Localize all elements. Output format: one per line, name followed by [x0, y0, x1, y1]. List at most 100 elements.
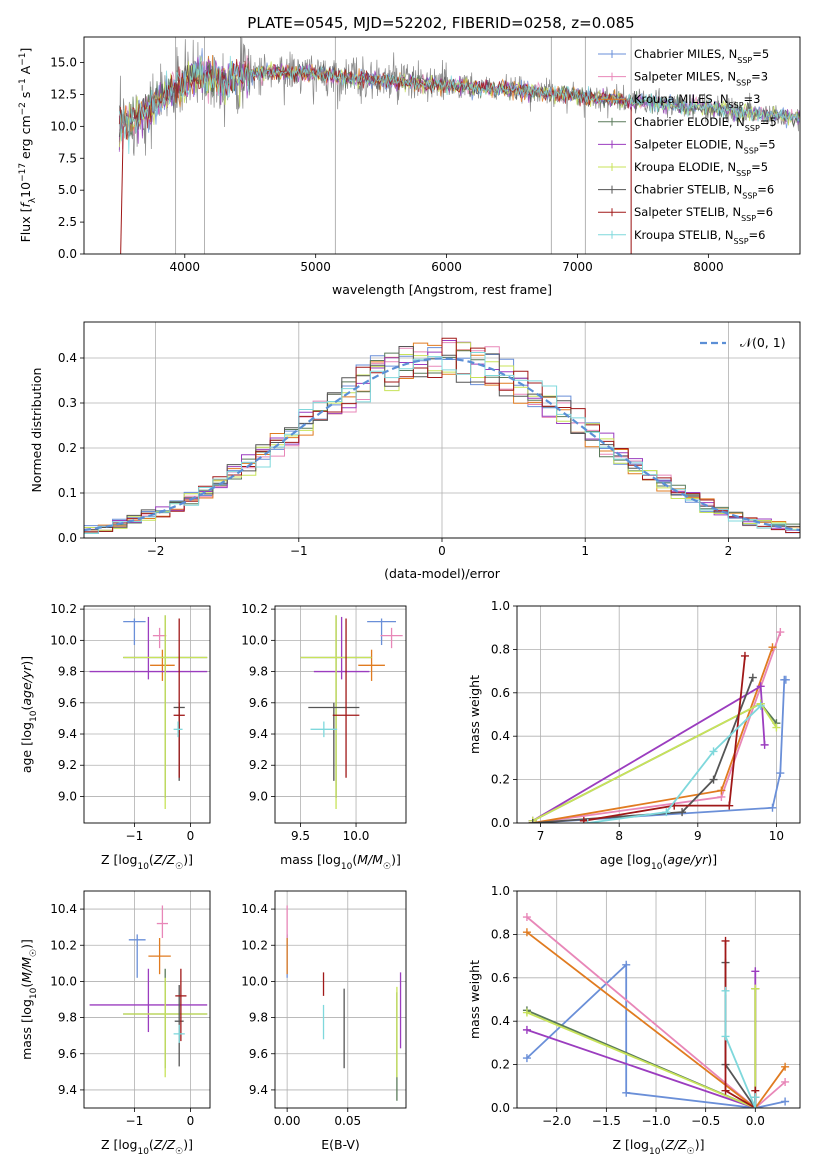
y-tick-label: 0.6 [491, 686, 510, 700]
errorbar-point [300, 615, 372, 809]
mass-weight-line [526, 988, 757, 1108]
mass-weight-marker [781, 1097, 790, 1106]
legend-label-part: =5 [752, 47, 769, 61]
label-part: λ [28, 197, 38, 203]
y-tick-label: 0.3 [58, 396, 77, 410]
legend-label-part: =6 [756, 205, 773, 219]
y-tick-label: 9.6 [249, 696, 268, 710]
mass-weight-marker [522, 928, 531, 937]
errorbar-point [313, 616, 370, 680]
y-tick-label: 0.4 [491, 729, 510, 743]
figure-title: PLATE=0545, MJD=52202, FIBERID=0258, z=0… [247, 14, 634, 32]
legend-label: Kroupa ELODIE, NSSP=5 [634, 160, 768, 178]
mass-weight-line [526, 931, 786, 1108]
axes-frame [83, 321, 801, 539]
y-tick-label: 2.5 [58, 215, 77, 229]
label-part: mass weight [467, 675, 482, 754]
errorbar-point [173, 721, 183, 738]
label-part: ( [660, 1137, 665, 1152]
x-tick-label: 0.00 [274, 1114, 301, 1128]
y-tick-label: 9.6 [58, 696, 77, 710]
x-axis-label: (data-model)/error [384, 566, 501, 581]
label-part: s [18, 92, 33, 103]
legend-label: Salpeter ELODIE, NSSP=5 [634, 137, 776, 155]
mass-weight-marker [768, 643, 777, 652]
label-part: 10 [18, 182, 33, 198]
label-part: )] [707, 852, 717, 867]
y-tick-label: 0.1 [58, 486, 77, 500]
x-tick-label: 1 [581, 544, 589, 558]
x-tick-label: −1 [126, 1114, 144, 1128]
errorbar-point [380, 627, 403, 649]
mass-weight-marker [709, 775, 718, 784]
y-tick-label: 7.5 [58, 151, 77, 165]
x-axis-label: Z [log10(Z/Z☉)] [613, 1137, 705, 1157]
label-part: −1 [18, 52, 28, 65]
errorbar-point [156, 905, 168, 939]
legend-label-part: =3 [751, 70, 768, 84]
label-part: ( [662, 852, 667, 867]
x-tick-label: −1 [126, 829, 144, 843]
errorbar-point [173, 618, 185, 778]
x-axis-label: mass [log10(M/M☉)] [280, 852, 401, 872]
plot-area [300, 615, 403, 809]
y-tick-label: 10.2 [50, 938, 77, 952]
y-tick-label: 9.4 [58, 727, 77, 741]
mass-weight-line [724, 940, 757, 1108]
y-tick-label: 15.0 [50, 56, 77, 70]
y-tick-label: 9.0 [249, 789, 268, 803]
legend-label-part: SSP [729, 101, 744, 110]
label-part: M/M [19, 957, 34, 983]
y-tick-label: 1.0 [491, 599, 510, 613]
mass-weight-marker [662, 808, 671, 817]
y-tick-label: 9.6 [249, 1047, 268, 1061]
errorbar-point [123, 618, 146, 646]
label-part: −17 [18, 163, 28, 182]
y-tick-label: 10.0 [241, 974, 268, 988]
label-part: Z [log [613, 1137, 649, 1152]
y-tick-label: 10.0 [50, 974, 77, 988]
mass-weight-marker [776, 769, 785, 778]
axes-frame [516, 605, 801, 824]
errorbar-point [308, 702, 360, 781]
legend-label-part: =6 [749, 228, 766, 242]
mass-weight-marker [756, 682, 765, 691]
mass-weight-marker [522, 1008, 531, 1017]
y-tick-label: 10.4 [50, 902, 77, 916]
label-part: age [log [19, 722, 34, 773]
panel-age_vs_mass: 9.5 10.0 9.0 9.2 9.4 9.6 9.8 10.0 10.2 mass [log1… [241, 602, 407, 872]
y-axis-label: mass weight [467, 960, 482, 1039]
y-tick-label: 0.8 [491, 642, 510, 656]
mass-weight-marker [751, 1104, 760, 1108]
label-part: )] [183, 1137, 193, 1152]
plot-area [118, 37, 800, 254]
label-part: wavelength [Angstrom, rest frame] [332, 282, 552, 297]
label-part: Z/Z [664, 1137, 687, 1152]
legend-label-part: SSP [737, 56, 752, 65]
normal-curve [84, 357, 800, 532]
plot-area [89, 615, 208, 809]
mass-weight-marker [748, 673, 757, 682]
y-tick-label: 10.2 [50, 602, 77, 616]
legend-label-part: SSP [741, 214, 756, 223]
mass-weight-marker [751, 967, 760, 976]
y-tick-label: 9.4 [58, 1083, 77, 1097]
errorbar-point [173, 1024, 185, 1043]
mass-weight-marker [678, 808, 687, 817]
mass-weight-marker [522, 913, 531, 922]
y-tick-label: 0.4 [491, 1014, 510, 1028]
mass-weight-marker [781, 675, 790, 684]
label-part: Z [log [101, 852, 137, 867]
errorbar-point [175, 968, 187, 1042]
errorbar-point [332, 618, 360, 778]
mass-weight-marker [583, 819, 592, 823]
label-part: age [log [600, 852, 651, 867]
mass-weight-marker [776, 628, 785, 637]
y-tick-label: 12.5 [50, 87, 77, 101]
y-axis-label: Flux [fλ10−17 erg cm−2 s−1 A−1] [18, 48, 38, 243]
y-tick-label: 0.6 [491, 971, 510, 985]
y-tick-label: 10.2 [241, 938, 268, 952]
